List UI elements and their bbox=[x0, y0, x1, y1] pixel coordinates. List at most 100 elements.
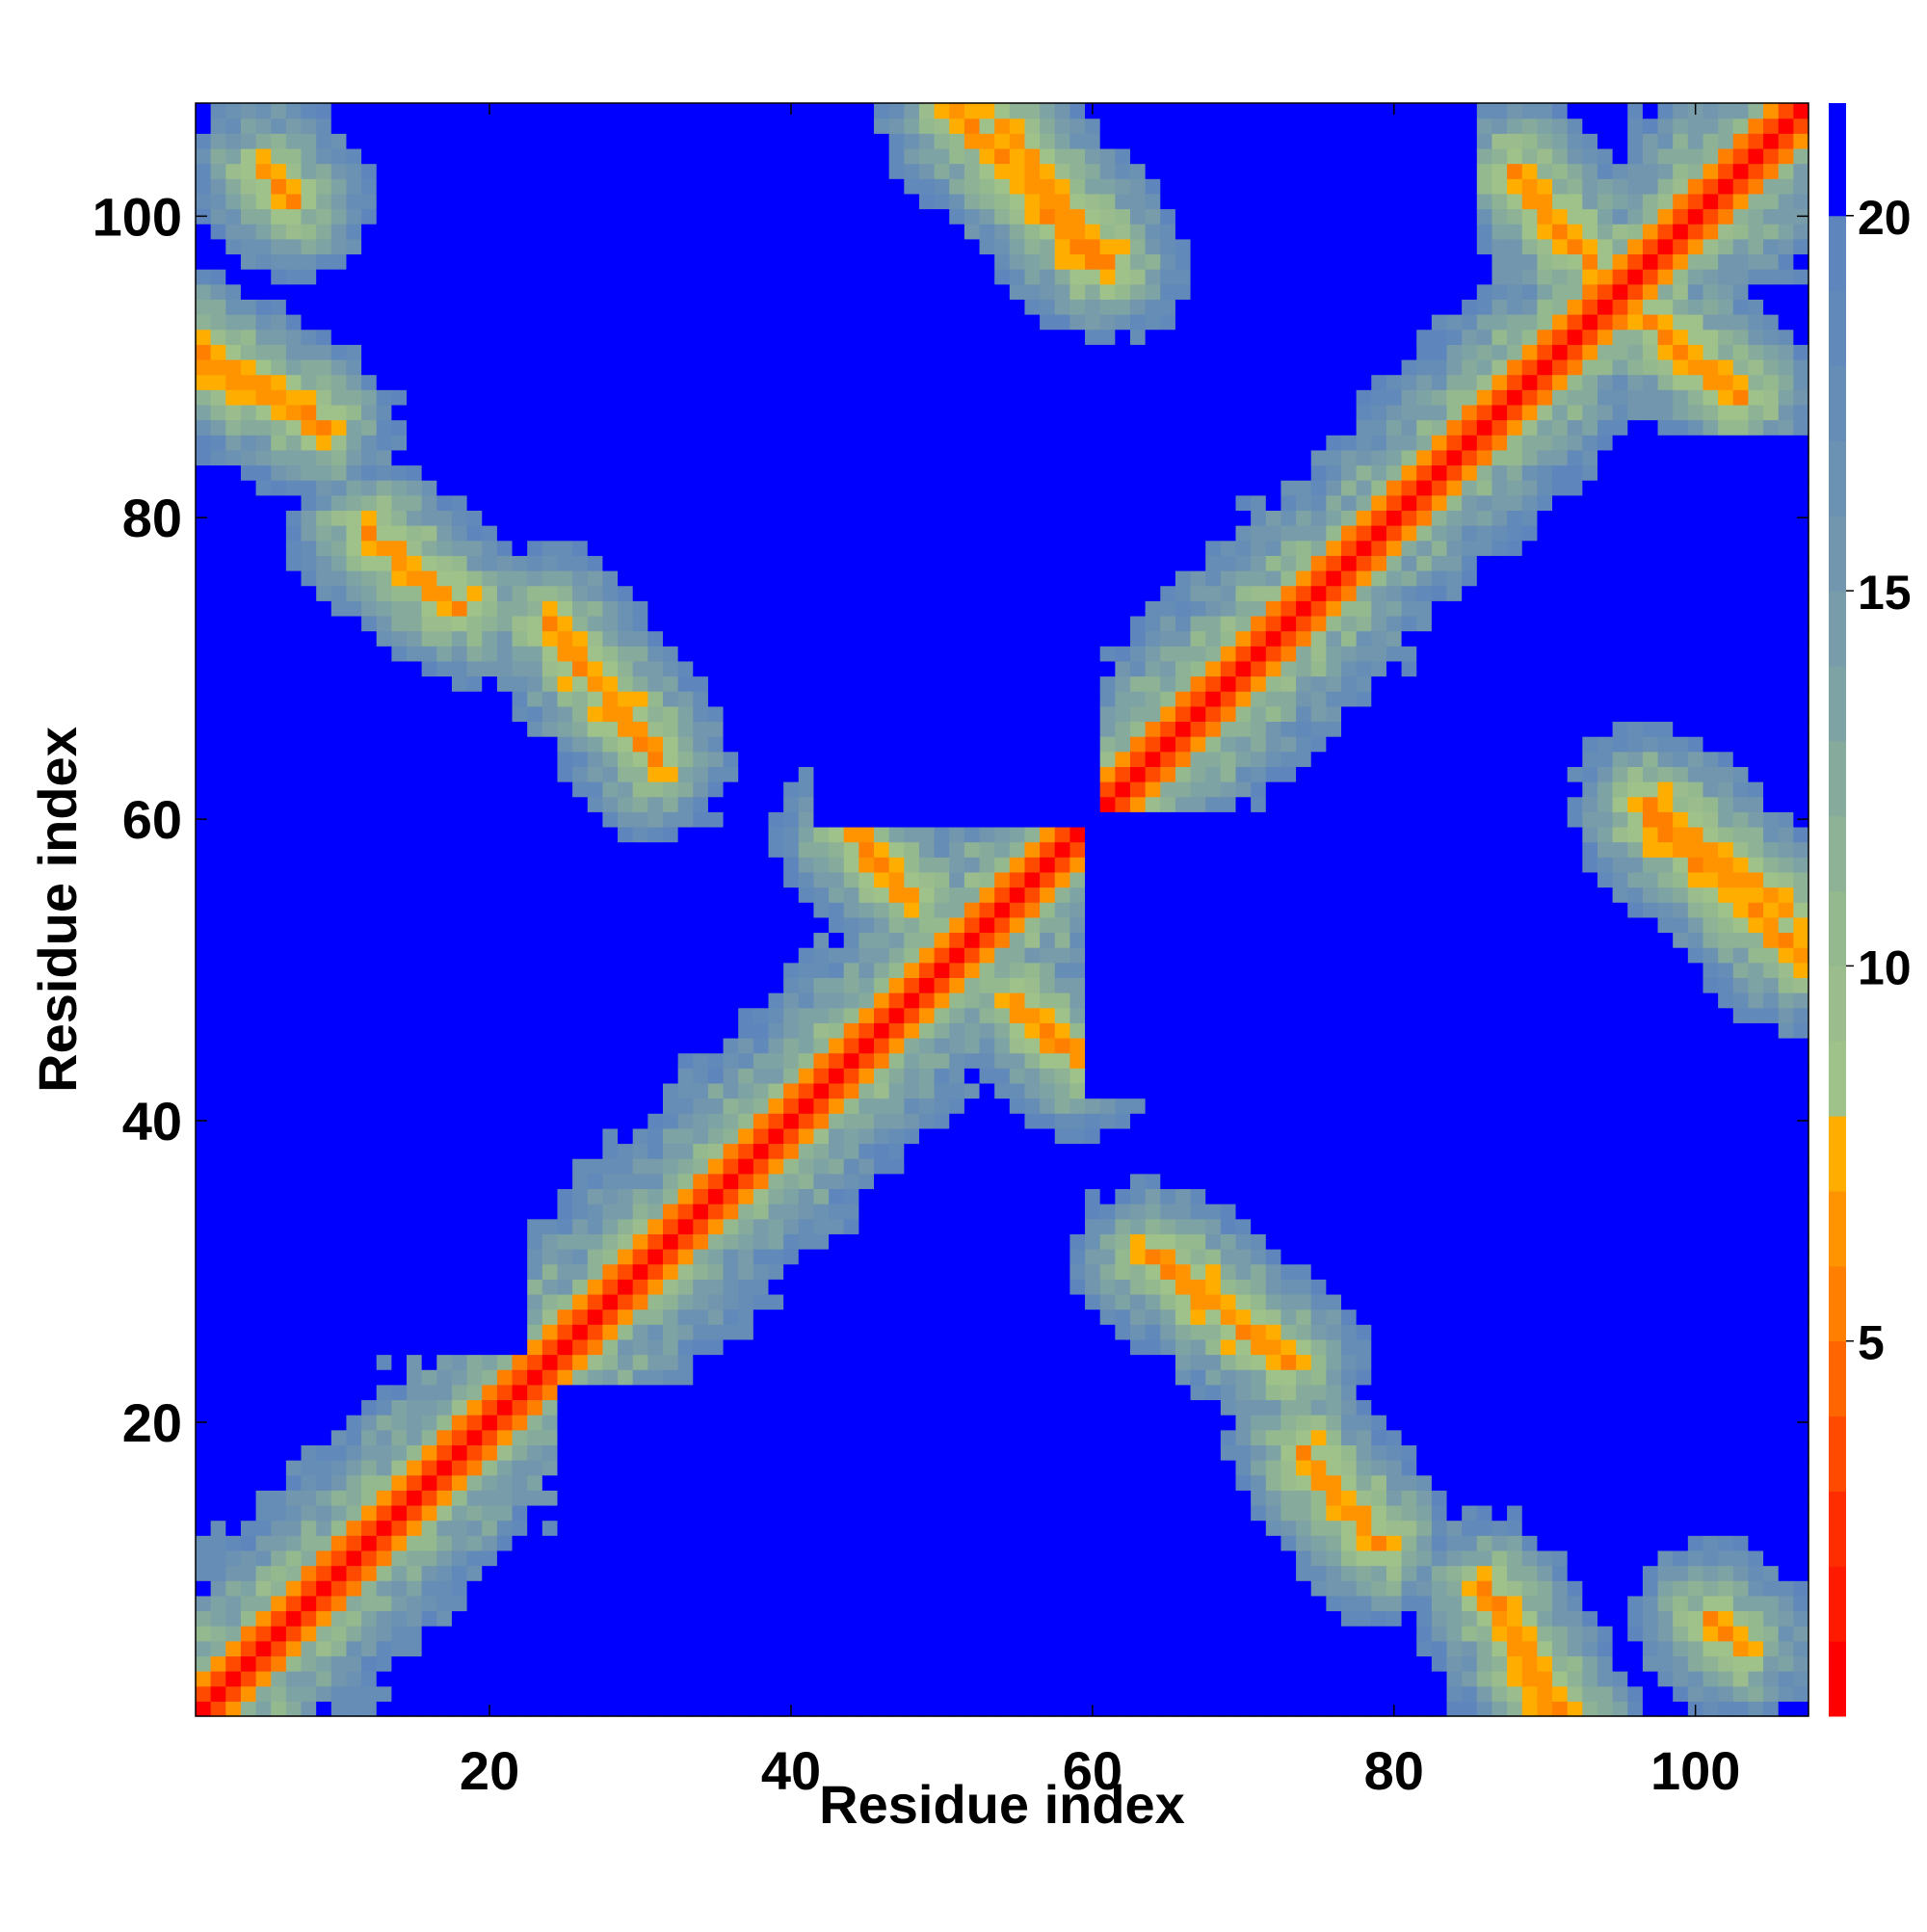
heatmap-cell bbox=[271, 253, 287, 270]
heatmap-cell bbox=[723, 902, 739, 918]
heatmap-cell bbox=[587, 1655, 604, 1672]
heatmap-cell bbox=[662, 1610, 679, 1627]
heatmap-cell bbox=[647, 1249, 664, 1265]
heatmap-cell bbox=[843, 600, 859, 617]
heatmap-cell bbox=[557, 419, 573, 436]
heatmap-cell bbox=[541, 314, 559, 331]
heatmap-cell bbox=[421, 283, 437, 300]
heatmap-cell bbox=[677, 1233, 694, 1250]
heatmap-cell bbox=[316, 1037, 332, 1054]
heatmap-cell bbox=[316, 314, 332, 331]
heatmap-cell bbox=[602, 419, 619, 436]
heatmap-cell bbox=[602, 103, 619, 119]
heatmap-cell bbox=[632, 1173, 648, 1190]
heatmap-cell bbox=[752, 253, 770, 270]
heatmap-cell bbox=[783, 540, 800, 556]
heatmap-cell bbox=[798, 932, 815, 948]
heatmap-cell bbox=[752, 932, 770, 948]
heatmap-cell bbox=[602, 510, 619, 526]
heatmap-cell bbox=[225, 1701, 242, 1717]
heatmap-cell bbox=[527, 1399, 543, 1416]
heatmap-cell bbox=[482, 1218, 498, 1234]
heatmap-cell bbox=[285, 540, 303, 556]
heatmap-cell bbox=[330, 103, 348, 119]
heatmap-cell bbox=[572, 1565, 589, 1581]
heatmap-cell bbox=[496, 1037, 514, 1054]
heatmap-cell bbox=[512, 1279, 528, 1295]
heatmap-cell bbox=[874, 1490, 890, 1506]
heatmap-cell bbox=[482, 871, 498, 888]
heatmap-cell bbox=[225, 1415, 242, 1431]
heatmap-cell bbox=[693, 389, 709, 406]
heatmap-cell bbox=[723, 1610, 739, 1627]
heatmap-cell bbox=[888, 1610, 905, 1627]
heatmap-cell bbox=[482, 1474, 498, 1491]
heatmap-cell bbox=[421, 1701, 437, 1717]
heatmap-cell bbox=[707, 253, 725, 270]
heatmap-cell bbox=[647, 238, 664, 255]
heatmap-cell bbox=[858, 525, 875, 542]
heatmap-cell bbox=[707, 103, 725, 119]
heatmap-cell bbox=[376, 1549, 392, 1567]
heatmap-cell bbox=[677, 1279, 694, 1295]
heatmap-cell bbox=[798, 1098, 815, 1114]
heatmap-cell bbox=[391, 1173, 408, 1190]
heatmap-cell bbox=[662, 826, 679, 843]
heatmap-cell bbox=[421, 389, 437, 406]
heatmap-cell bbox=[541, 178, 559, 195]
heatmap-cell bbox=[451, 480, 468, 496]
heatmap-cell bbox=[225, 238, 242, 255]
heatmap-cell bbox=[587, 1082, 604, 1099]
heatmap-cell bbox=[466, 826, 483, 843]
heatmap-cell bbox=[874, 600, 890, 617]
heatmap-cell bbox=[196, 766, 212, 782]
heatmap-cell bbox=[240, 193, 257, 210]
heatmap-cell bbox=[707, 464, 725, 481]
heatmap-cell bbox=[618, 1127, 634, 1145]
heatmap-cell bbox=[210, 857, 226, 873]
heatmap-cell bbox=[587, 1127, 604, 1145]
heatmap-cell bbox=[285, 299, 303, 315]
heatmap-cell bbox=[346, 675, 362, 692]
heatmap-cell bbox=[647, 1052, 664, 1069]
heatmap-cell bbox=[858, 1565, 875, 1581]
heatmap-cell bbox=[618, 389, 634, 406]
heatmap-cell bbox=[301, 630, 317, 647]
heatmap-cell bbox=[210, 1626, 226, 1642]
heatmap-cell bbox=[858, 841, 875, 858]
heatmap-cell bbox=[285, 1504, 303, 1522]
heatmap-cell bbox=[527, 1384, 543, 1401]
heatmap-cell bbox=[466, 1549, 483, 1567]
heatmap-cell bbox=[527, 630, 543, 647]
heatmap-cell bbox=[301, 992, 317, 1009]
heatmap-cell bbox=[496, 389, 514, 406]
heatmap-cell bbox=[829, 1173, 845, 1190]
heatmap-cell bbox=[707, 902, 725, 918]
heatmap-cell bbox=[512, 691, 528, 707]
heatmap-cell bbox=[858, 1052, 875, 1069]
heatmap-cell bbox=[662, 1188, 679, 1204]
heatmap-cell bbox=[843, 1701, 859, 1717]
heatmap-cell bbox=[271, 1249, 287, 1265]
heatmap-cell bbox=[707, 1655, 725, 1672]
heatmap-cell bbox=[466, 118, 483, 134]
heatmap-cell bbox=[602, 1610, 619, 1627]
heatmap-cell bbox=[451, 796, 468, 812]
heatmap-cell bbox=[376, 510, 392, 526]
heatmap-cell bbox=[693, 1037, 709, 1054]
heatmap-cell bbox=[225, 1354, 242, 1370]
heatmap-cell bbox=[768, 1671, 784, 1687]
heatmap-cell bbox=[196, 600, 212, 617]
heatmap-cell bbox=[677, 1399, 694, 1416]
heatmap-cell bbox=[768, 404, 784, 421]
heatmap-cell bbox=[330, 887, 348, 903]
heatmap-cell bbox=[527, 841, 543, 858]
heatmap-cell bbox=[436, 494, 453, 512]
heatmap-cell bbox=[496, 464, 514, 481]
heatmap-cell bbox=[647, 1338, 664, 1356]
heatmap-cell bbox=[874, 902, 890, 918]
heatmap-cell bbox=[482, 1173, 498, 1190]
heatmap-cell bbox=[693, 1263, 709, 1280]
heatmap-cell bbox=[798, 1082, 815, 1099]
heatmap-cell bbox=[496, 705, 514, 723]
